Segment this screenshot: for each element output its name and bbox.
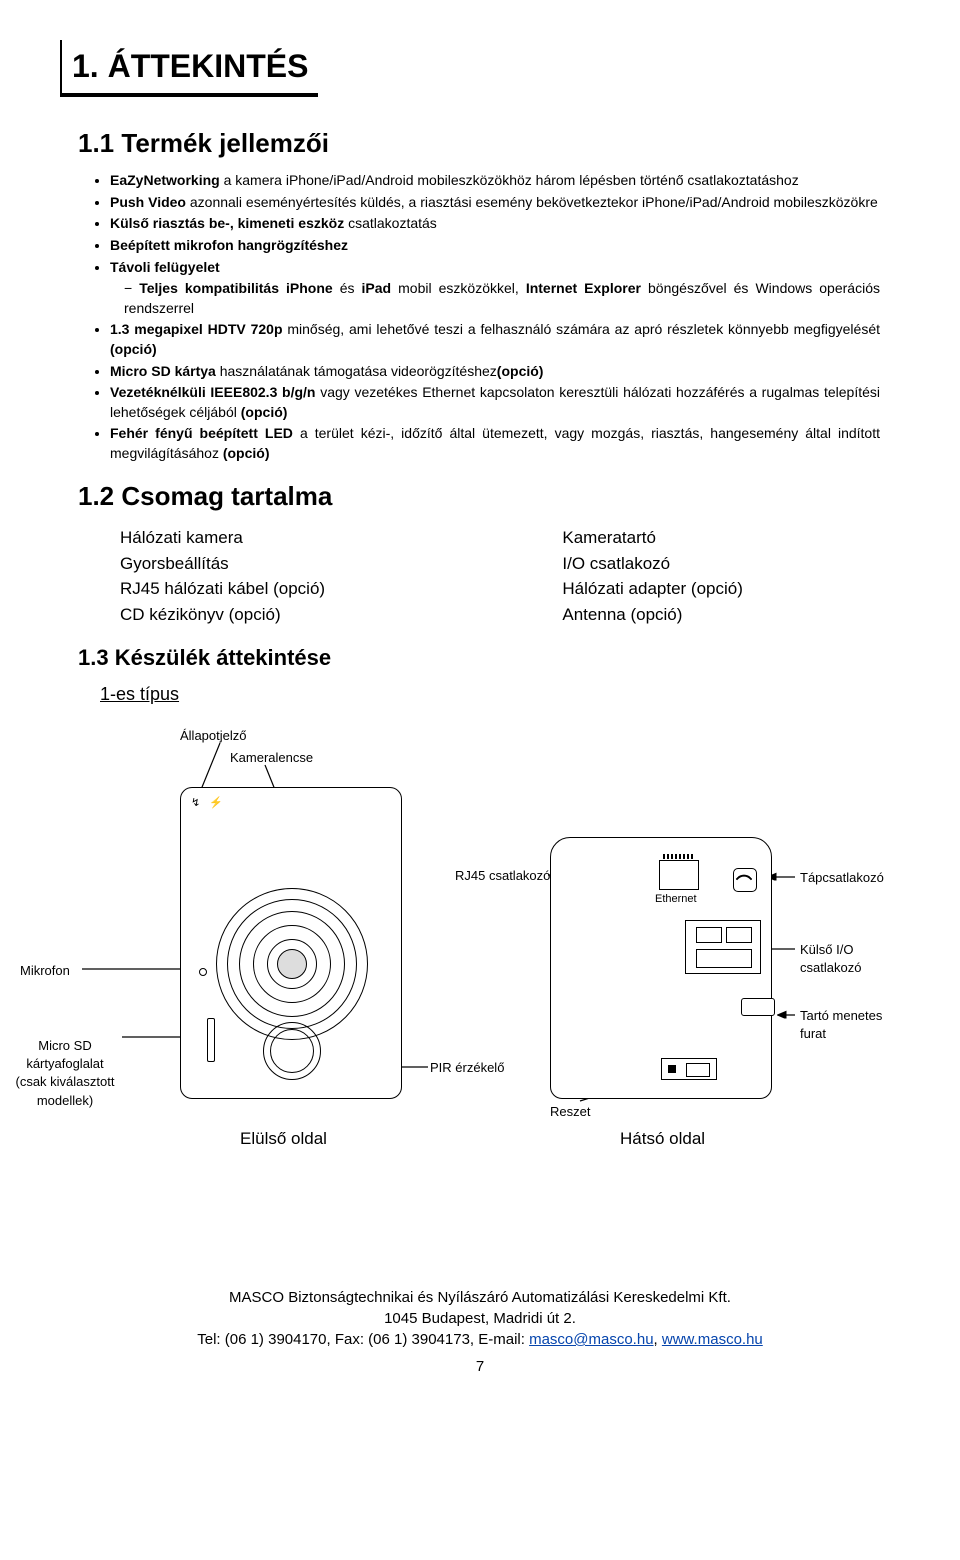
type-1-subtitle: 1-es típus bbox=[100, 682, 900, 707]
pack-a1: Hálózati kamera bbox=[110, 526, 552, 550]
pack-b2: I/O csatlakozó bbox=[552, 552, 900, 576]
feat-5-bold: Távoli felügyelet bbox=[110, 259, 220, 275]
pack-a4: CD kézikönyv (opció) bbox=[110, 603, 552, 627]
feat-7-bold: Micro SD kártya bbox=[110, 363, 216, 379]
pack-b4: Antenna (opció) bbox=[552, 603, 900, 627]
rj45-icon bbox=[659, 860, 699, 890]
section-1-3-title: 1.3 Készülék áttekintése bbox=[78, 643, 900, 674]
section-1-2-title: 1.2 Csomag tartalma bbox=[78, 478, 900, 514]
feat-1-text: a kamera iPhone/iPad/Android mobileszköz… bbox=[220, 172, 799, 188]
feat-5-sub: Teljes kompatibilitás iPhone és iPad mob… bbox=[124, 279, 880, 318]
ethernet-label: Ethernet bbox=[655, 892, 697, 907]
pack-b1: Kameratartó bbox=[552, 526, 900, 550]
feat-7-text: használatának támogatása videorögzítéshe… bbox=[216, 363, 497, 379]
package-columns: Hálózati kamera Gyorsbeállítás RJ45 háló… bbox=[110, 524, 900, 629]
feat-9-bold: Fehér fényű beépített LED bbox=[110, 425, 293, 441]
io-box-icon bbox=[685, 920, 761, 974]
camera-back: Ethernet bbox=[550, 837, 772, 1099]
feat-8-opt: (opció) bbox=[241, 404, 288, 420]
camera-front: ↯ ⚡ bbox=[180, 787, 402, 1099]
page-title: 1. ÁTTEKINTÉS bbox=[60, 40, 318, 97]
reset-icon bbox=[661, 1058, 717, 1080]
page-footer: MASCO Biztonságtechnikai és Nyílászáró A… bbox=[60, 1287, 900, 1377]
feat-7-opt: (opció) bbox=[497, 363, 544, 379]
feat-1-bold: EaZyNetworking bbox=[110, 172, 220, 188]
feat-3-text: csatlakoztatás bbox=[344, 215, 437, 231]
feat-9-opt: (opció) bbox=[223, 445, 270, 461]
sd-slot-icon bbox=[207, 1018, 215, 1062]
pack-a2: Gyorsbeállítás bbox=[110, 552, 552, 576]
feat-4-bold: Beépített mikrofon hangrögzítéshez bbox=[110, 237, 348, 253]
feat-6-opt: (opció) bbox=[110, 341, 157, 357]
mount-icon bbox=[741, 998, 775, 1016]
pack-b3: Hálózati adapter (opció) bbox=[552, 577, 900, 601]
feat-2-text: azonnali eseményértesítés küldés, a rias… bbox=[186, 194, 878, 210]
pack-a3: RJ45 hálózati kábel (opció) bbox=[110, 577, 552, 601]
lens-icon bbox=[216, 888, 368, 1040]
power-icon bbox=[733, 868, 757, 892]
pir-icon bbox=[263, 1022, 321, 1080]
front-header-icons: ↯ ⚡ bbox=[191, 796, 226, 811]
footer-l2: 1045 Budapest, Madridi út 2. bbox=[60, 1308, 900, 1329]
feat-8-bold: Vezetéknélküli IEEE802.3 b/g/n bbox=[110, 384, 316, 400]
device-diagram: Állapotjelző Kameralencse Mikrofon Micro… bbox=[60, 717, 900, 1257]
footer-email-link[interactable]: masco@masco.hu bbox=[529, 1331, 653, 1348]
feat-6-bold: 1.3 megapixel HDTV 720p bbox=[110, 321, 283, 337]
page-number: 7 bbox=[60, 1356, 900, 1377]
mic-icon bbox=[199, 968, 207, 976]
footer-web-link[interactable]: www.masco.hu bbox=[662, 1331, 763, 1348]
rj45-pins-icon bbox=[663, 854, 693, 859]
feat-6-text: minőség, ami lehetővé teszi a felhasznál… bbox=[283, 321, 880, 337]
front-side-label: Elülső oldal bbox=[240, 1127, 327, 1151]
feat-2-bold: Push Video bbox=[110, 194, 186, 210]
section-1-1-title: 1.1 Termék jellemzői bbox=[78, 125, 900, 161]
footer-l1: MASCO Biztonságtechnikai és Nyílászáró A… bbox=[60, 1287, 900, 1308]
footer-l3: Tel: (06 1) 3904170, Fax: (06 1) 3904173… bbox=[60, 1329, 900, 1350]
back-side-label: Hátsó oldal bbox=[620, 1127, 705, 1151]
feat-3-bold: Külső riasztás be-, kimeneti eszköz bbox=[110, 215, 344, 231]
features-list: EaZyNetworking a kamera iPhone/iPad/Andr… bbox=[110, 171, 880, 463]
